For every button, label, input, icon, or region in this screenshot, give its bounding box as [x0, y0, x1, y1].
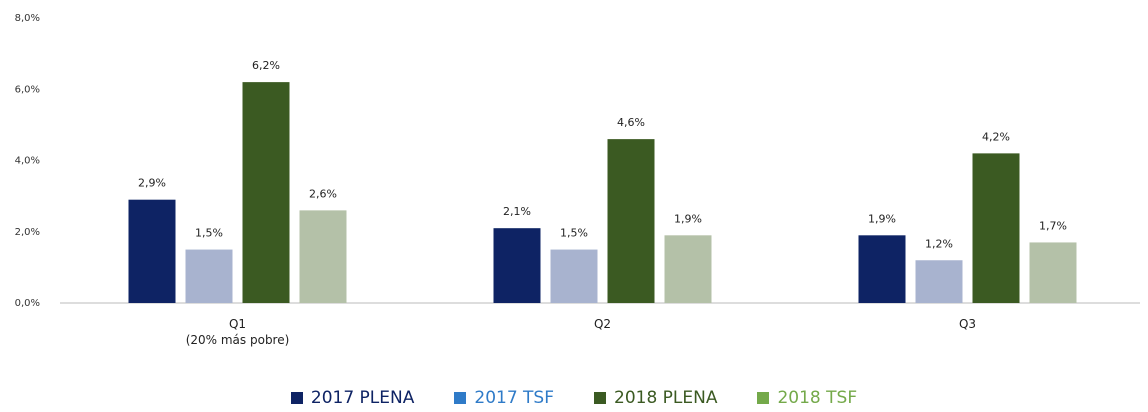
bar — [607, 139, 655, 303]
bar — [550, 249, 598, 303]
legend-label: 2018 TSF — [777, 388, 858, 408]
bar — [128, 199, 176, 303]
legend-swatch — [594, 392, 606, 404]
bar — [664, 235, 712, 303]
bar — [299, 210, 347, 303]
data-label: 2,1% — [503, 205, 531, 218]
bar — [1029, 242, 1077, 303]
legend-swatch — [757, 392, 770, 404]
data-label: 1,9% — [674, 212, 702, 225]
legend-label: 2017 TSF — [474, 388, 554, 408]
y-tick-label: 4,0% — [15, 156, 40, 167]
y-tick-label: 2,0% — [15, 227, 40, 238]
legend-label: 2018 PLENA — [614, 388, 718, 408]
bar — [242, 82, 290, 303]
legend-label: 2017 PLENA — [310, 388, 415, 408]
y-tick-label: 0,0% — [15, 298, 40, 309]
data-label: 1,9% — [868, 212, 896, 225]
bar — [185, 249, 233, 303]
data-label: 6,2% — [252, 59, 280, 72]
bar — [915, 260, 963, 303]
data-label: 2,9% — [138, 177, 166, 190]
legend-item: 2018 PLENA — [594, 388, 717, 408]
legend-swatch — [290, 392, 303, 404]
data-label: 1,2% — [925, 237, 953, 250]
x-tick-label: Q2 — [593, 317, 612, 331]
bar — [858, 235, 906, 303]
legend-item: 2018 TSF — [757, 388, 857, 408]
legend-swatch — [454, 392, 467, 404]
x-tick-label: Q3 — [958, 317, 977, 331]
legend: 2017 PLENA 2017 TSF 2018 PLENA 2018 TSF — [0, 388, 1148, 408]
data-label: 4,2% — [982, 130, 1010, 143]
data-label: 2,6% — [309, 187, 337, 200]
data-label: 1,5% — [560, 227, 588, 240]
y-tick-label: 6,0% — [15, 84, 40, 95]
data-label: 1,7% — [1039, 219, 1067, 232]
legend-item: 2017 TSF — [454, 388, 554, 408]
data-label: 1,5% — [195, 227, 223, 240]
legend-item: 2017 PLENA — [290, 388, 415, 408]
bar — [493, 228, 541, 303]
data-label: 4,6% — [617, 116, 645, 129]
y-tick-label: 8,0% — [15, 13, 40, 24]
bar — [972, 153, 1020, 303]
x-tick-label: Q1 (20% más pobre) — [185, 317, 290, 347]
